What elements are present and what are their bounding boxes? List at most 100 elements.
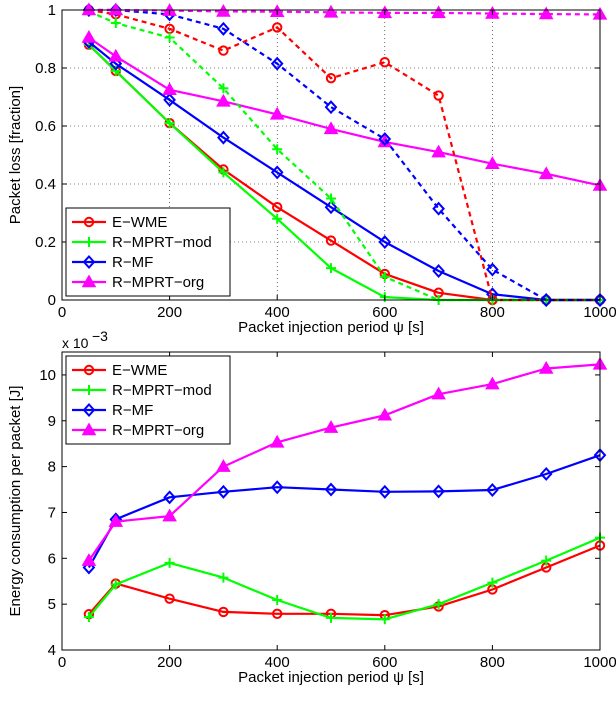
y-tick-label: 0.8: [35, 60, 56, 77]
data-point: [110, 579, 121, 590]
data-point: [378, 132, 392, 147]
legend-label: E−WME: [112, 214, 167, 231]
legend-marker: [84, 385, 94, 395]
y-tick-label: 6: [48, 550, 56, 567]
series-line: [88, 8, 600, 302]
data-point: [81, 553, 97, 566]
chart-2: 0 200 400 600 800 1000 4 5 6 7 8 9 10 Packet injectio…: [7, 328, 616, 686]
data-point: [164, 557, 175, 568]
x-tick-label: 600: [372, 654, 397, 671]
series-line: [87, 454, 601, 569]
x-tick-label: 0: [58, 654, 66, 671]
data-point: [433, 599, 444, 610]
data-point: [593, 293, 607, 307]
legend-entry: R−MPRT−mod: [72, 382, 212, 399]
legend: E−WME R−MPRT−mod R−MF R−MPRT−org: [65, 355, 231, 445]
data-point: [108, 2, 124, 16]
data-point: [485, 376, 500, 390]
y-tick-label: 9: [48, 413, 56, 430]
data-point: [109, 56, 123, 71]
legend-label: R−MF: [112, 402, 153, 419]
x-tick-label: 400: [265, 654, 290, 671]
y-tick-label: 8: [48, 459, 56, 476]
data-point: [110, 65, 121, 76]
legend-label: R−MF: [112, 254, 153, 271]
data-point: [538, 166, 554, 180]
x-axis-label: Packet injection period ψ [s]: [238, 669, 424, 686]
legend-entry: R−MPRT−org: [72, 274, 204, 291]
data-point: [108, 514, 124, 527]
data-point: [539, 293, 553, 307]
y-tick-label: 1: [48, 2, 56, 19]
data-point: [164, 593, 175, 604]
y-tick-label: 7: [48, 504, 56, 521]
data-point: [270, 165, 284, 180]
data-point: [81, 30, 97, 43]
data-point: [431, 144, 446, 158]
data-point: [216, 3, 231, 17]
x-axis-label: Packet injection period ψ [s]: [238, 319, 424, 336]
data-point: [217, 130, 230, 145]
axes-frame: [61, 351, 601, 651]
data-point: [326, 263, 336, 274]
y-exponent-label: x 10: [62, 335, 89, 351]
data-point: [541, 555, 552, 566]
x-tick-label: 800: [480, 304, 505, 321]
legend-marker: [82, 255, 96, 269]
series-line: [88, 10, 600, 302]
data-point: [272, 144, 283, 155]
y-exponent-power: −3: [92, 328, 108, 344]
data-point: [110, 18, 121, 29]
data-point: [326, 193, 336, 204]
series-line: [88, 41, 600, 302]
data-point: [324, 100, 338, 115]
series-r-mf: [82, 448, 607, 575]
x-tick-label: 0: [58, 304, 66, 321]
y-tick-label: 10: [39, 367, 56, 384]
data-point: [433, 90, 444, 101]
y-axis-label: Packet loss [fraction]: [7, 86, 24, 224]
data-point: [325, 72, 337, 84]
data-point: [485, 156, 500, 169]
data-point: [323, 121, 339, 135]
legend-label: E−WME: [112, 362, 167, 379]
y-axis-label: Energy consumption per packet [J]: [7, 386, 24, 617]
legend-label: R−MPRT−mod: [112, 234, 212, 251]
y-tick-label: 5: [48, 596, 56, 613]
legend-marker: [83, 216, 95, 228]
data-point: [162, 508, 177, 522]
data-point: [324, 200, 338, 215]
data-point: [326, 612, 336, 623]
legend-label: R−MPRT−mod: [112, 382, 212, 399]
data-point: [216, 459, 231, 472]
data-point: [269, 106, 285, 120]
data-point: [486, 483, 499, 497]
data-point: [539, 466, 553, 481]
data-point: [324, 482, 338, 497]
data-point: [325, 235, 337, 246]
data-point: [272, 202, 283, 213]
data-point: [431, 386, 446, 400]
legend-entry: E−WME: [72, 362, 167, 379]
data-point: [378, 484, 392, 499]
data-point: [81, 2, 97, 16]
data-point: [379, 271, 390, 282]
data-point: [218, 45, 229, 56]
data-point: [379, 614, 390, 625]
x-tick-label: 200: [157, 654, 182, 671]
data-point: [272, 22, 283, 33]
legend-label: R−MPRT−org: [112, 422, 204, 439]
axes-frame: [61, 9, 601, 301]
data-point: [377, 407, 393, 421]
data-point: [218, 572, 229, 583]
y-tick-label: 4: [48, 642, 56, 659]
data-point: [272, 595, 283, 606]
data-point: [323, 420, 339, 433]
legend-marker: [84, 237, 94, 247]
legend-entry: R−MF: [72, 402, 153, 419]
legend-marker: [82, 403, 96, 417]
x-tick-label: 1000: [583, 304, 616, 321]
data-point: [108, 48, 124, 62]
data-point: [431, 5, 446, 19]
data-point: [432, 484, 445, 499]
